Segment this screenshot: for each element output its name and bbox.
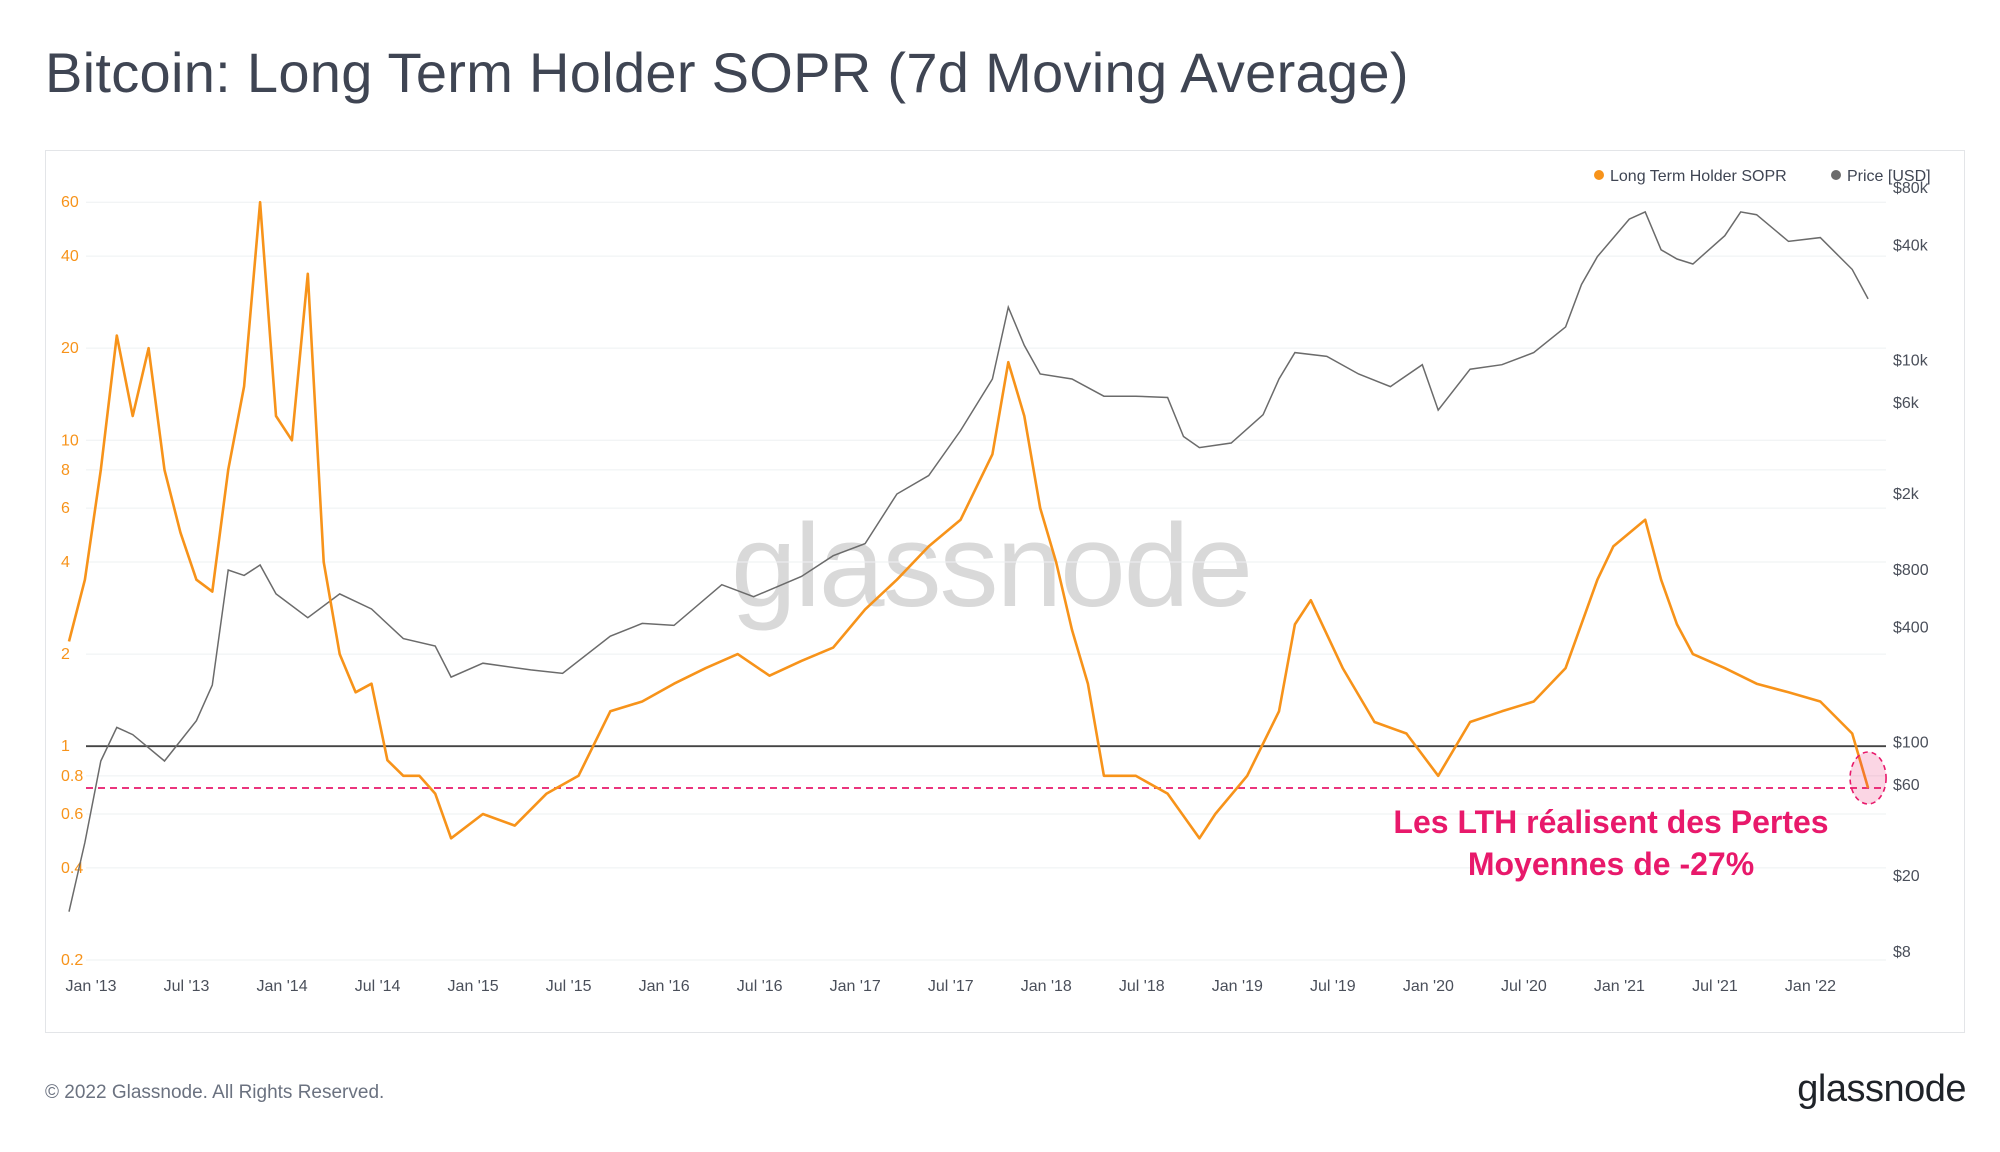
legend[interactable]: Long Term Holder SOPR Price [USD] — [1594, 168, 1931, 185]
legend-marker-price — [1831, 170, 1841, 180]
left-tick-label: 6 — [61, 500, 70, 517]
right-tick-label: $60 — [1893, 777, 1920, 794]
left-tick-label: 10 — [61, 432, 79, 449]
right-tick-label: $80k — [1893, 180, 1929, 197]
page-title: Bitcoin: Long Term Holder SOPR (7d Movin… — [45, 41, 1409, 104]
x-axis: Jan '13 Jul '13 Jan '14 Jul '14 Jan '15 Jul '… — [65, 978, 1836, 995]
right-tick-label: $6k — [1893, 395, 1920, 412]
x-tick-label: Jul '16 — [737, 978, 783, 995]
x-tick-label: Jul '21 — [1692, 978, 1738, 995]
x-tick-label: Jul '15 — [546, 978, 592, 995]
left-tick-label: 60 — [61, 194, 79, 211]
x-tick-label: Jan '21 — [1594, 978, 1645, 995]
left-tick-label: 40 — [61, 248, 79, 265]
legend-label-price: Price [USD] — [1847, 168, 1931, 185]
right-tick-label: $10k — [1893, 352, 1929, 369]
x-tick-label: Jan '16 — [639, 978, 690, 995]
left-tick-label: 0.6 — [61, 806, 83, 823]
x-tick-label: Jul '19 — [1310, 978, 1356, 995]
glassnode-logo[interactable]: glassnode — [1797, 1068, 1966, 1110]
right-tick-label: $40k — [1893, 237, 1929, 254]
right-axis: $80k $40k $10k $6k $2k $800 $400 $100 $60 $20 $8 — [1893, 180, 1929, 961]
sopr-series-line — [67, 200, 1870, 840]
x-tick-label: Jul '18 — [1119, 978, 1165, 995]
annotation-line-1: Les LTH réalisent des Pertes — [1393, 804, 1828, 840]
left-tick-label: 8 — [61, 462, 70, 479]
price-series-line — [68, 210, 1869, 912]
legend-marker-sopr — [1594, 170, 1604, 180]
copyright-text: © 2022 Glassnode. All Rights Reserved. — [45, 1082, 385, 1103]
left-tick-label: 0.8 — [61, 768, 83, 785]
loss-highlight-circle — [1849, 751, 1887, 805]
x-tick-label: Jan '13 — [65, 978, 116, 995]
right-tick-label: $100 — [1893, 734, 1929, 751]
watermark-text: glassnode — [731, 500, 1251, 632]
x-tick-label: Jan '19 — [1212, 978, 1263, 995]
left-tick-label: 4 — [61, 554, 70, 571]
x-tick-label: Jan '18 — [1021, 978, 1072, 995]
x-tick-label: Jul '20 — [1501, 978, 1547, 995]
x-tick-label: Jul '13 — [164, 978, 210, 995]
annotation-line-2: Moyennes de -27% — [1468, 846, 1754, 882]
reference-lines — [86, 745, 1886, 789]
x-tick-label: Jan '15 — [448, 978, 499, 995]
left-tick-label: 1 — [61, 738, 70, 755]
chart-frame: glassnode 60 40 20 10 8 6 4 2 1 0.8 0.6 0.4 0.2 $80k… — [45, 150, 1965, 1033]
left-tick-label: 2 — [61, 646, 70, 663]
x-tick-label: Jan '22 — [1785, 978, 1836, 995]
legend-label-sopr: Long Term Holder SOPR — [1610, 168, 1787, 185]
left-tick-label: 0.2 — [61, 952, 83, 969]
right-tick-label: $8 — [1893, 944, 1911, 961]
right-tick-label: $2k — [1893, 486, 1920, 503]
x-tick-label: Jul '17 — [928, 978, 974, 995]
x-tick-label: Jul '14 — [355, 978, 401, 995]
right-tick-label: $20 — [1893, 868, 1920, 885]
x-tick-label: Jan '20 — [1403, 978, 1454, 995]
x-tick-label: Jan '14 — [257, 978, 308, 995]
right-tick-label: $400 — [1893, 619, 1929, 636]
x-tick-label: Jan '17 — [830, 978, 881, 995]
left-tick-label: 20 — [61, 340, 79, 357]
right-tick-label: $800 — [1893, 562, 1929, 579]
